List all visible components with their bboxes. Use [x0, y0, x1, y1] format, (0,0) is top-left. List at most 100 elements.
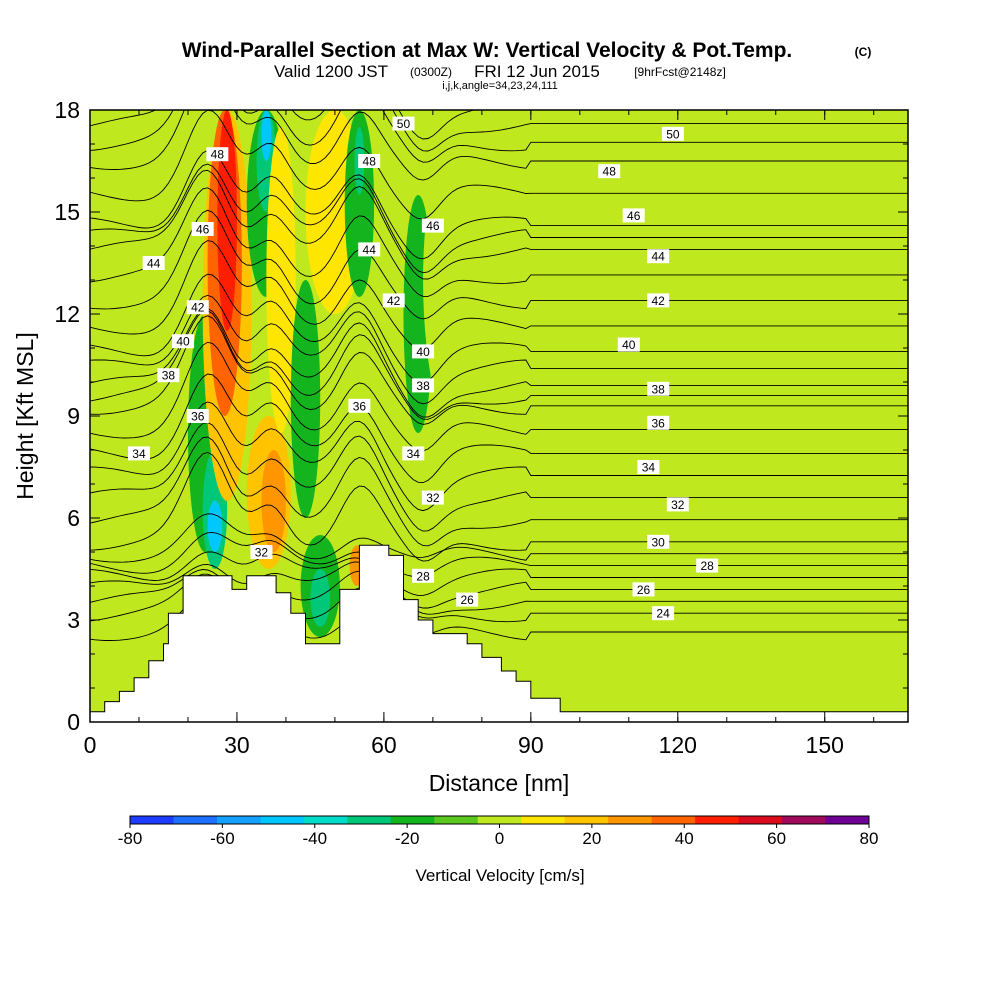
- x-tick-label: 150: [806, 732, 844, 758]
- colorbar-swatch: [173, 816, 218, 824]
- contour-label: 28: [696, 558, 719, 573]
- contour-label-box: [617, 337, 640, 352]
- theta-contour-line: [90, 531, 908, 578]
- contour-label-text: 38: [162, 369, 176, 383]
- chart-title: Wind-Parallel Section at Max W: Vertical…: [182, 39, 793, 62]
- y-tick-label: 12: [54, 301, 80, 327]
- contour-label: 32: [666, 497, 689, 512]
- contour-label: 24: [652, 606, 675, 621]
- colorbar-swatch: [608, 816, 653, 824]
- plot-area: 50 48 46 44 42 40 38 36 34 32 30 28 26 24 50 48 48 46 46 44…: [90, 110, 908, 722]
- theta-contour-line: [90, 110, 908, 220]
- contour-label: 38: [157, 368, 180, 383]
- contour-label-box: [157, 368, 180, 383]
- contour-label-text: 38: [416, 379, 430, 393]
- contour-label-text: 50: [666, 127, 680, 141]
- contour-label-box: [647, 293, 670, 308]
- contour-label: 36: [647, 415, 670, 430]
- x-tick-label: 60: [371, 732, 397, 758]
- theta-contour-line: [90, 436, 908, 547]
- potential-temperature-contours: [90, 110, 908, 641]
- contour-label: 46: [421, 218, 444, 233]
- vertical-velocity-band: [261, 450, 286, 552]
- colorbar-tick-label: 60: [767, 829, 786, 848]
- vertical-velocity-band: [423, 110, 512, 450]
- contour-label: 48: [206, 147, 229, 162]
- colorbar-tick-label: -40: [302, 829, 327, 848]
- colorbar-swatch: [564, 816, 609, 824]
- contour-label: 48: [598, 164, 621, 179]
- contour-label-box: [186, 300, 209, 315]
- contour-label-text: 30: [652, 535, 666, 549]
- theta-contour-line: [90, 401, 908, 512]
- vertical-velocity-field: [134, 110, 908, 712]
- contour-label-box: [412, 378, 435, 393]
- contour-label-box: [250, 545, 273, 559]
- theta-contour-line: [90, 169, 908, 280]
- contour-label-text: 36: [191, 410, 205, 424]
- colorbar-swatch: [216, 816, 261, 824]
- vertical-velocity-band: [261, 110, 272, 161]
- colorbar-swatch: [825, 816, 870, 824]
- theta-contour-line: [90, 452, 908, 562]
- contour-label-text: 34: [642, 461, 656, 475]
- contour-label-box: [392, 116, 415, 131]
- contour-label: 36: [186, 409, 209, 424]
- x-tick-label: 30: [224, 732, 250, 758]
- contour-label: 44: [142, 256, 165, 271]
- contour-label-text: 46: [627, 209, 641, 223]
- contour-label: 46: [191, 222, 214, 237]
- theta-contour-line: [90, 163, 908, 274]
- colorbar-swatch: [695, 816, 740, 824]
- vertical-velocity-band: [863, 603, 908, 705]
- theta-contour-line: [90, 110, 908, 181]
- chart-subtitle: Valid 1200 JST (0300Z) FRI 12 Jun 2015 […: [274, 62, 726, 81]
- contour-label-box: [421, 218, 444, 233]
- colorbar-swatch: [651, 816, 696, 824]
- contour-label: 40: [412, 344, 435, 359]
- theta-contour-line: [90, 341, 908, 452]
- vertical-velocity-band: [217, 110, 237, 331]
- colorbar-swatch: [434, 816, 479, 824]
- theta-contour-line: [90, 373, 908, 484]
- contour-label-text: 36: [353, 399, 367, 413]
- contour-label-box: [348, 398, 371, 413]
- contour-label: 46: [622, 208, 645, 223]
- contour-label-box: [172, 334, 195, 349]
- contour-label: 42: [186, 300, 209, 315]
- y-tick-label: 18: [54, 97, 80, 123]
- contour-label-text: 24: [656, 607, 670, 621]
- contour-label: 44: [647, 249, 670, 264]
- contour-label: 32: [421, 490, 444, 505]
- contour-label-box: [598, 164, 621, 179]
- colorbar-swatch: [260, 816, 305, 824]
- contour-label-text: 26: [460, 593, 474, 607]
- contour-label-box: [652, 606, 675, 621]
- contour-label-text: 44: [363, 243, 377, 257]
- contour-label-text: 32: [671, 498, 685, 512]
- theta-contour-line: [90, 294, 908, 405]
- colorbar-swatch: [130, 816, 174, 824]
- subtitle-index: i,j,k,angle=34,23,24,111: [442, 80, 558, 92]
- contour-label-box: [358, 242, 381, 257]
- theta-contour-line: [90, 551, 908, 596]
- contour-label-text: 42: [387, 294, 401, 308]
- contour-label: 32: [250, 545, 273, 560]
- contour-label-text: 42: [191, 301, 205, 315]
- x-tick-label: 90: [518, 732, 544, 758]
- theta-contour-line: [90, 209, 908, 320]
- contour-label-box: [382, 293, 405, 308]
- theta-contour-line: [90, 187, 908, 297]
- contour-label-text: 46: [196, 223, 210, 237]
- colorbar-swatch: [347, 816, 392, 824]
- contour-label-box: [191, 222, 214, 236]
- colorbar-tick-label: 40: [675, 829, 694, 848]
- contour-label: 40: [617, 337, 640, 352]
- theta-contour-line: [90, 315, 908, 425]
- chart-title-unit: (C): [855, 45, 872, 59]
- theta-contour-line: [90, 240, 908, 350]
- terrain-mask: [90, 544, 908, 722]
- contour-label-box: [412, 344, 435, 359]
- x-axis-label: Distance [nm]: [429, 770, 570, 796]
